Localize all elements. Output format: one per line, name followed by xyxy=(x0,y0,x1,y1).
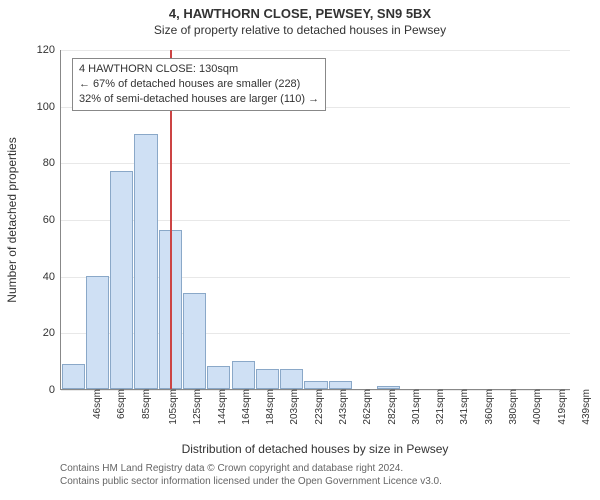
histogram-bar xyxy=(134,134,157,389)
x-tick-label: 203sqm xyxy=(285,389,300,425)
x-axis-label: Distribution of detached houses by size … xyxy=(60,442,570,456)
x-tick-label: 400sqm xyxy=(528,389,543,425)
annotation-line-1: 4 HAWTHORN CLOSE: 130sqm xyxy=(79,62,319,77)
y-tick-label: 40 xyxy=(43,271,61,283)
x-tick-label: 341sqm xyxy=(455,389,470,425)
x-tick-label: 360sqm xyxy=(479,389,494,425)
x-tick-label: 125sqm xyxy=(188,389,203,425)
histogram-bar xyxy=(329,381,352,390)
y-tick-label: 80 xyxy=(43,157,61,169)
y-tick-label: 60 xyxy=(43,214,61,226)
histogram-bar xyxy=(207,366,230,389)
credit-line-2: Contains public sector information licen… xyxy=(60,475,442,488)
x-tick-label: 321sqm xyxy=(431,389,446,425)
y-tick-label: 20 xyxy=(43,327,61,339)
x-tick-label: 380sqm xyxy=(504,389,519,425)
histogram-bar xyxy=(377,386,400,389)
histogram-bar xyxy=(256,369,279,389)
x-tick-label: 439sqm xyxy=(577,389,592,425)
histogram-bar xyxy=(110,171,133,389)
y-tick-label: 120 xyxy=(37,44,61,56)
x-tick-label: 262sqm xyxy=(358,389,373,425)
x-tick-label: 282sqm xyxy=(382,389,397,425)
x-tick-label: 243sqm xyxy=(334,389,349,425)
histogram-bar xyxy=(183,293,206,389)
x-tick-label: 184sqm xyxy=(261,389,276,425)
gridline xyxy=(61,50,570,51)
annotation-line-2: ← 67% of detached houses are smaller (22… xyxy=(79,77,319,92)
histogram-bar xyxy=(62,364,85,390)
histogram-bar xyxy=(232,361,255,389)
x-tick-label: 301sqm xyxy=(407,389,422,425)
x-tick-label: 85sqm xyxy=(137,389,152,419)
x-tick-label: 144sqm xyxy=(212,389,227,425)
x-tick-label: 105sqm xyxy=(164,389,179,425)
annotation-box: 4 HAWTHORN CLOSE: 130sqm ← 67% of detach… xyxy=(72,58,326,111)
histogram-bar xyxy=(86,276,109,389)
y-tick-label: 100 xyxy=(37,101,61,113)
histogram-bar xyxy=(304,381,327,390)
y-tick-label: 0 xyxy=(49,384,61,396)
credit-text: Contains HM Land Registry data © Crown c… xyxy=(60,462,442,488)
annotation-line-3: 32% of semi-detached houses are larger (… xyxy=(79,92,319,107)
histogram-bar xyxy=(280,369,303,389)
credit-line-1: Contains HM Land Registry data © Crown c… xyxy=(60,462,442,475)
y-axis-label: Number of detached properties xyxy=(5,137,19,302)
chart-title: 4, HAWTHORN CLOSE, PEWSEY, SN9 5BX xyxy=(0,0,600,21)
x-tick-label: 66sqm xyxy=(112,389,127,419)
x-tick-label: 419sqm xyxy=(552,389,567,425)
x-tick-label: 46sqm xyxy=(88,389,103,419)
x-tick-label: 223sqm xyxy=(309,389,324,425)
x-tick-label: 164sqm xyxy=(237,389,252,425)
chart-subtitle: Size of property relative to detached ho… xyxy=(0,21,600,41)
